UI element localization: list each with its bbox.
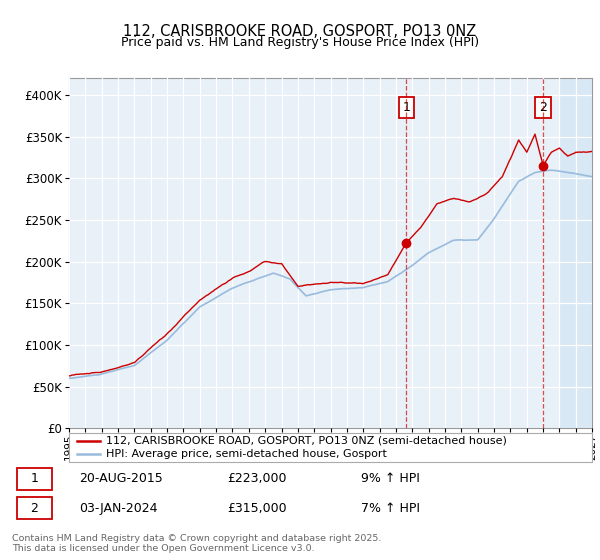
Text: 03-JAN-2024: 03-JAN-2024	[79, 502, 157, 515]
Text: Price paid vs. HM Land Registry's House Price Index (HPI): Price paid vs. HM Land Registry's House …	[121, 36, 479, 49]
Text: £223,000: £223,000	[227, 473, 287, 486]
Text: 1: 1	[30, 473, 38, 486]
Text: 112, CARISBROOKE ROAD, GOSPORT, PO13 0NZ (semi-detached house): 112, CARISBROOKE ROAD, GOSPORT, PO13 0NZ…	[106, 436, 506, 446]
Text: 20-AUG-2015: 20-AUG-2015	[79, 473, 163, 486]
Text: 9% ↑ HPI: 9% ↑ HPI	[361, 473, 420, 486]
FancyBboxPatch shape	[17, 497, 52, 520]
Text: 1: 1	[402, 101, 410, 114]
Text: 2: 2	[30, 502, 38, 515]
FancyBboxPatch shape	[69, 433, 592, 462]
FancyBboxPatch shape	[17, 468, 52, 490]
Text: 2: 2	[539, 101, 547, 114]
Text: 7% ↑ HPI: 7% ↑ HPI	[361, 502, 420, 515]
Text: £315,000: £315,000	[227, 502, 287, 515]
Bar	[559, 78, 592, 428]
Text: 112, CARISBROOKE ROAD, GOSPORT, PO13 0NZ: 112, CARISBROOKE ROAD, GOSPORT, PO13 0NZ	[124, 24, 476, 39]
Text: Contains HM Land Registry data © Crown copyright and database right 2025.
This d: Contains HM Land Registry data © Crown c…	[12, 534, 382, 553]
Text: HPI: Average price, semi-detached house, Gosport: HPI: Average price, semi-detached house,…	[106, 449, 386, 459]
Bar	[559, 78, 592, 428]
